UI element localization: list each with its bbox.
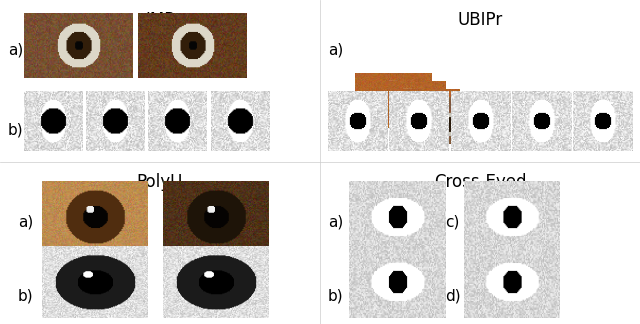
- Text: a): a): [18, 214, 33, 229]
- Text: b): b): [328, 289, 343, 304]
- Text: a): a): [328, 214, 343, 229]
- Text: b): b): [328, 122, 343, 137]
- Text: b): b): [18, 289, 33, 304]
- Text: b): b): [8, 122, 23, 137]
- Text: a): a): [8, 43, 23, 58]
- Text: IMP: IMP: [145, 11, 175, 29]
- Text: a): a): [328, 43, 343, 58]
- Text: c): c): [445, 214, 459, 229]
- Text: UBIPr: UBIPr: [458, 11, 502, 29]
- Text: PolyU: PolyU: [137, 173, 183, 191]
- Text: d): d): [445, 289, 460, 304]
- Text: Cross-Eyed: Cross-Eyed: [434, 173, 526, 191]
